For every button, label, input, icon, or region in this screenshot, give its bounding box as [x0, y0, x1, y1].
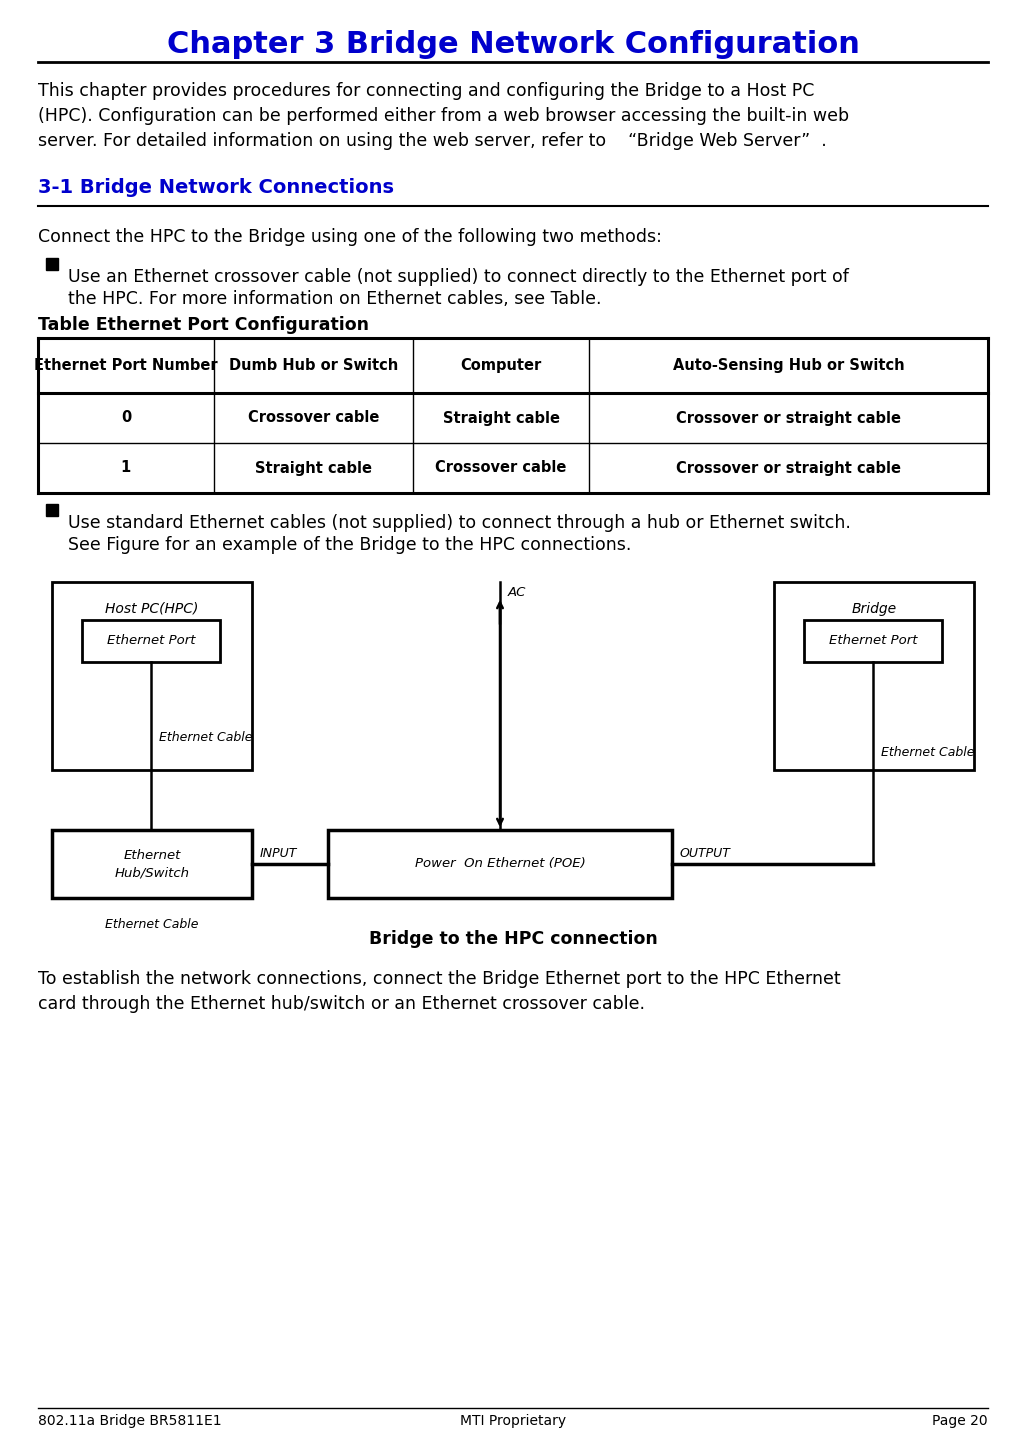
Bar	[46, 504, 58, 517]
Text: MTI Proprietary: MTI Proprietary	[460, 1415, 566, 1427]
Text: Bridge: Bridge	[852, 602, 897, 616]
Text: Crossover or straight cable: Crossover or straight cable	[676, 460, 901, 475]
Text: Ethernet Port: Ethernet Port	[829, 635, 917, 648]
Text: Use standard Ethernet cables (not supplied) to connect through a hub or Ethernet: Use standard Ethernet cables (not suppli…	[68, 514, 851, 532]
Text: Host PC(HPC): Host PC(HPC)	[106, 602, 199, 616]
Text: This chapter provides procedures for connecting and configuring the Bridge to a : This chapter provides procedures for con…	[38, 82, 850, 150]
Text: 3-1 Bridge Network Connections: 3-1 Bridge Network Connections	[38, 178, 394, 197]
Text: Ethernet Port Number: Ethernet Port Number	[34, 358, 218, 373]
Bar	[328, 830, 672, 898]
Text: Table Ethernet Port Configuration: Table Ethernet Port Configuration	[38, 317, 369, 334]
Text: Dumb Hub or Switch: Dumb Hub or Switch	[229, 358, 398, 373]
Text: Page 20: Page 20	[933, 1415, 988, 1427]
Text: Ethernet Cable: Ethernet Cable	[881, 747, 975, 760]
Text: the HPC. For more information on Ethernet cables, see Table.: the HPC. For more information on Etherne…	[68, 291, 601, 308]
Bar	[774, 581, 974, 770]
Bar	[52, 581, 252, 770]
Bar	[804, 620, 942, 662]
Text: Straight cable: Straight cable	[442, 410, 559, 426]
Text: 1: 1	[121, 460, 131, 475]
Text: Computer: Computer	[461, 358, 542, 373]
Text: AC: AC	[508, 586, 526, 599]
Text: INPUT: INPUT	[260, 848, 298, 861]
Bar	[46, 258, 58, 271]
Text: Straight cable: Straight cable	[255, 460, 372, 475]
Bar	[82, 620, 220, 662]
Text: 0: 0	[121, 410, 131, 426]
Text: See Figure for an example of the Bridge to the HPC connections.: See Figure for an example of the Bridge …	[68, 535, 631, 554]
Text: Chapter 3 Bridge Network Configuration: Chapter 3 Bridge Network Configuration	[166, 30, 860, 59]
Text: Ethernet
Hub/Switch: Ethernet Hub/Switch	[115, 849, 190, 879]
Bar	[52, 830, 252, 898]
Text: Crossover cable: Crossover cable	[248, 410, 380, 426]
Text: Ethernet Port: Ethernet Port	[107, 635, 195, 648]
Text: Use an Ethernet crossover cable (not supplied) to connect directly to the Ethern: Use an Ethernet crossover cable (not sup…	[68, 268, 849, 286]
Text: Auto-Sensing Hub or Switch: Auto-Sensing Hub or Switch	[673, 358, 904, 373]
Text: Bridge to the HPC connection: Bridge to the HPC connection	[368, 930, 658, 948]
Text: Crossover cable: Crossover cable	[435, 460, 566, 475]
Text: Ethernet Cable: Ethernet Cable	[106, 918, 199, 931]
Text: Crossover or straight cable: Crossover or straight cable	[676, 410, 901, 426]
Text: OUTPUT: OUTPUT	[680, 848, 731, 861]
Text: Ethernet Cable: Ethernet Cable	[159, 731, 252, 744]
Text: Power  On Ethernet (POE): Power On Ethernet (POE)	[415, 858, 586, 871]
Text: Connect the HPC to the Bridge using one of the following two methods:: Connect the HPC to the Bridge using one …	[38, 227, 662, 246]
Text: To establish the network connections, connect the Bridge Ethernet port to the HP: To establish the network connections, co…	[38, 970, 840, 1013]
Text: 802.11a Bridge BR5811E1: 802.11a Bridge BR5811E1	[38, 1415, 222, 1427]
